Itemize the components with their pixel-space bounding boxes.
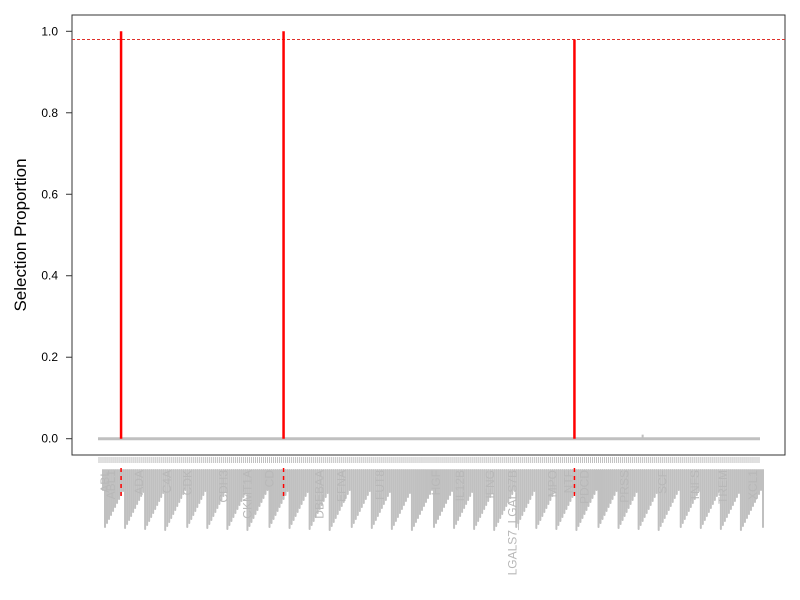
x-tick-label: PDCD	[577, 470, 591, 504]
y-tick-label: 0.2	[41, 350, 58, 364]
x-tick-label: CD	[263, 470, 277, 488]
y-tick-label: 0.4	[41, 269, 58, 283]
x-tick-label: HGF	[429, 470, 443, 495]
x-tick-label: NTF	[561, 470, 575, 493]
x-tick-label: CDK	[180, 470, 194, 495]
x-tick-label: SCF	[656, 470, 670, 494]
x-tick-label: IFNG	[483, 470, 497, 499]
x-tick-label: ABL1	[104, 470, 118, 500]
y-tick-label: 0.0	[41, 432, 58, 446]
x-tick-label: C4A	[160, 470, 174, 493]
x-tick-label: IL12B	[453, 470, 467, 501]
x-tick-label: ABL	[98, 470, 112, 493]
x-tick-label: TREM	[716, 470, 730, 504]
x-tick-label: MPO	[545, 470, 559, 497]
x-tick-label: XCL1	[746, 470, 760, 500]
x-tick-label: FUT8	[373, 470, 387, 500]
y-tick-label: 1.0	[41, 24, 58, 38]
x-tick-label: ADA	[132, 470, 146, 495]
x-tick-label: CKMT1A	[240, 470, 254, 519]
plot-frame	[71, 14, 786, 456]
y-tick-label: 0.8	[41, 106, 58, 120]
y-axis-title: Selection Proportion	[11, 158, 30, 311]
y-axis: 0.0 0.2 0.4 0.6 0.8 1.0	[41, 24, 72, 446]
x-tick-label: PRSS	[618, 470, 632, 503]
x-tick-label: LGALS7_LGALS7B	[505, 470, 519, 575]
x-tick-label: CDH3	[216, 470, 230, 503]
x-tick-label: TNFS	[688, 470, 702, 501]
x-tick-label: DBEBAA	[313, 470, 327, 519]
x-tick-label: EFNA	[335, 470, 349, 502]
y-tick-label: 0.6	[41, 187, 58, 201]
bars-layer	[98, 31, 760, 441]
